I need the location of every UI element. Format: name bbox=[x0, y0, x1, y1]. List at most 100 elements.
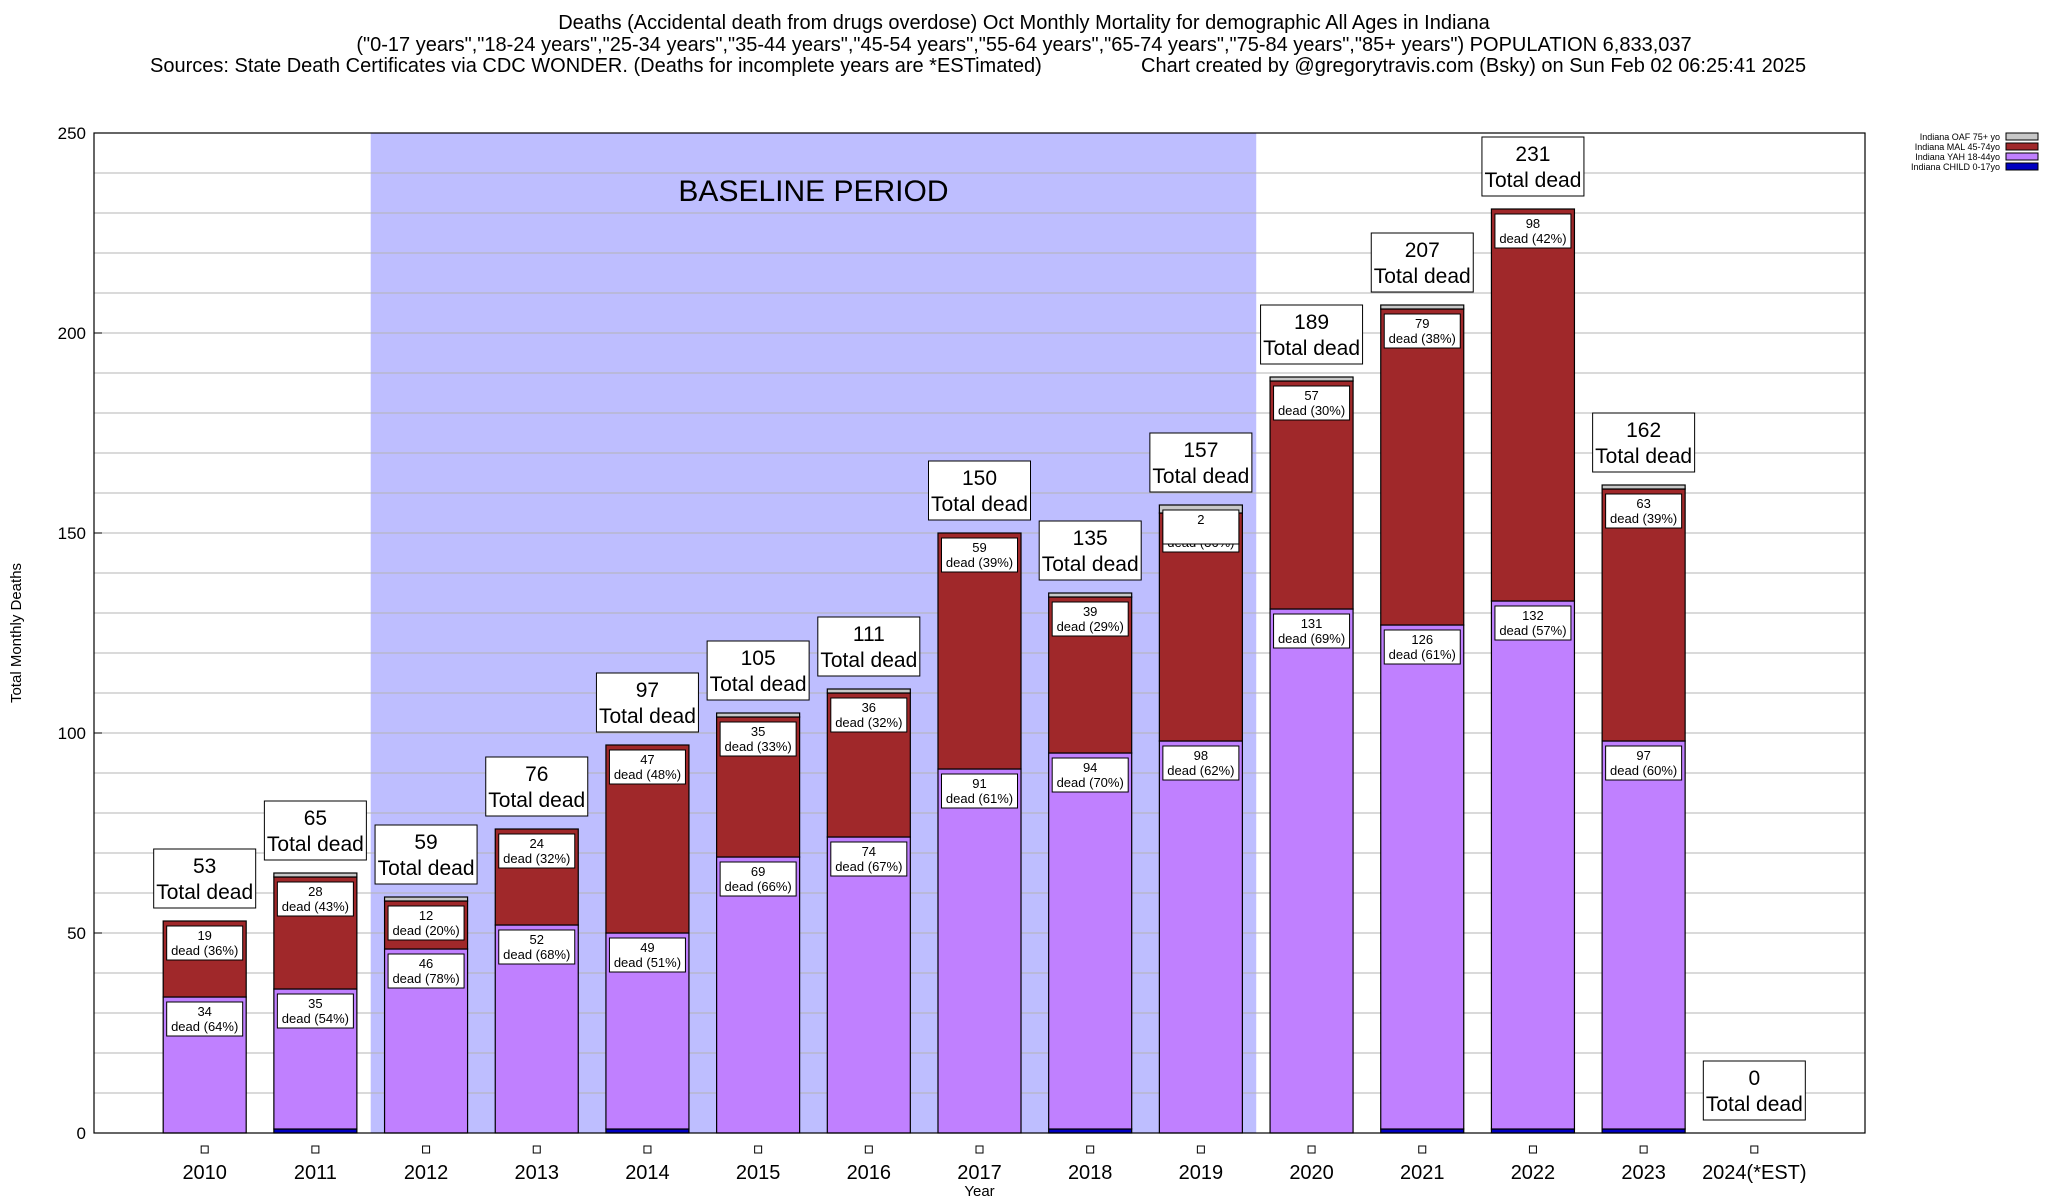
y-tick-label: 0 bbox=[77, 1124, 86, 1143]
segment-label-count: 57 bbox=[1304, 388, 1318, 403]
segment-label-box bbox=[1494, 605, 1572, 641]
total-label-value: 105 bbox=[741, 647, 776, 670]
x-marker bbox=[422, 1145, 431, 1154]
total-label-box bbox=[1481, 136, 1585, 197]
total-label-box bbox=[1149, 432, 1253, 493]
segment-label-box bbox=[1051, 601, 1129, 637]
segment-label-percent: dead (62%) bbox=[1167, 763, 1234, 778]
segment-label-count: 28 bbox=[308, 884, 322, 899]
segment-label-count: 19 bbox=[197, 928, 211, 943]
x-marker bbox=[975, 1145, 984, 1154]
segment-label-count: 36 bbox=[862, 700, 876, 715]
total-label-value: 97 bbox=[636, 679, 659, 702]
segment-label-count: 46 bbox=[419, 956, 433, 971]
segment-label-count: 126 bbox=[1411, 632, 1433, 647]
segment-label-box bbox=[1273, 385, 1351, 421]
total-label-value: 150 bbox=[962, 467, 997, 490]
legend-swatch bbox=[2005, 132, 2039, 141]
segment-label-count: 98 bbox=[1526, 216, 1540, 231]
total-label-text: Total dead bbox=[1706, 1093, 1803, 1116]
total-label-box bbox=[706, 640, 810, 701]
total-label-text: Total dead bbox=[1595, 445, 1692, 468]
x-axis-label: Year bbox=[964, 1183, 994, 1200]
segment-label-count: 35 bbox=[308, 996, 322, 1011]
segment-label-percent: dead (32%) bbox=[503, 851, 570, 866]
bar-segment bbox=[1601, 740, 1686, 1130]
total-label-value: 0 bbox=[1748, 1067, 1760, 1090]
bar-segment bbox=[383, 896, 469, 902]
segment-label-count: 98 bbox=[1194, 748, 1208, 763]
y-tick-label: 150 bbox=[58, 524, 86, 543]
segment-label-box bbox=[1273, 613, 1351, 649]
legend-swatch bbox=[2005, 162, 2039, 171]
segment-label-box bbox=[1605, 745, 1683, 781]
total-label-value: 53 bbox=[193, 855, 216, 878]
bar-segment bbox=[716, 856, 801, 1134]
segment-label-percent: dead (57%) bbox=[1499, 623, 1566, 638]
x-tick-label: 2015 bbox=[736, 1162, 781, 1184]
bar-segment bbox=[1158, 740, 1243, 1134]
segment-label-percent: dead (36%) bbox=[171, 943, 238, 958]
x-tick-label: 2024(*EST) bbox=[1702, 1162, 1807, 1184]
x-tick-label: 2017 bbox=[957, 1162, 1002, 1184]
chart-credit: Chart created by @gregorytravis.com (Bsk… bbox=[1141, 55, 1807, 77]
chart-sources: Sources: State Death Certificates via CD… bbox=[150, 55, 1042, 77]
segment-label-percent: dead (33%) bbox=[725, 739, 792, 754]
bar-segment bbox=[826, 688, 911, 694]
segment-label-count: 47 bbox=[640, 752, 654, 767]
x-tick-label: 2014 bbox=[625, 1162, 670, 1184]
segment-label-count: 132 bbox=[1522, 608, 1544, 623]
total-label-box bbox=[485, 756, 589, 817]
total-label-text: Total dead bbox=[1152, 465, 1249, 488]
bar-segment bbox=[1490, 600, 1576, 1130]
bar-segment bbox=[1048, 592, 1133, 598]
segment-label-count: 63 bbox=[1636, 496, 1650, 511]
x-tick-label: 2010 bbox=[182, 1162, 227, 1184]
segment-label-percent: dead (30%) bbox=[1278, 403, 1345, 418]
total-label-box bbox=[817, 616, 921, 677]
x-marker bbox=[864, 1145, 873, 1154]
y-tick-label: 100 bbox=[58, 724, 86, 743]
segment-label-box bbox=[166, 1001, 244, 1037]
bar-segment bbox=[273, 872, 358, 878]
total-label-box bbox=[595, 672, 699, 733]
segment-label-percent: dead (66%) bbox=[725, 879, 792, 894]
total-label-box bbox=[928, 460, 1031, 521]
x-marker bbox=[1528, 1145, 1537, 1154]
total-label-text: Total dead bbox=[378, 857, 475, 880]
segment-label-percent: dead (68%) bbox=[503, 947, 570, 962]
bar-segment bbox=[1490, 208, 1576, 602]
segment-label-count: 35 bbox=[751, 724, 765, 739]
total-label-box bbox=[1370, 232, 1474, 293]
segment-label-count: 79 bbox=[1415, 316, 1429, 331]
segment-label-percent: dead (70%) bbox=[1057, 775, 1124, 790]
x-marker bbox=[200, 1145, 209, 1154]
total-label-text: Total dead bbox=[156, 881, 253, 904]
total-label-text: Total dead bbox=[710, 673, 807, 696]
total-label-value: 59 bbox=[414, 831, 437, 854]
segment-label-percent: dead (20%) bbox=[392, 923, 459, 938]
y-tick-label: 50 bbox=[67, 924, 86, 943]
legend-label: Indiana YAH 18-44yo bbox=[1915, 152, 2000, 162]
segment-label-percent: dead (60%) bbox=[1610, 763, 1677, 778]
x-marker bbox=[643, 1145, 652, 1154]
total-label-text: Total dead bbox=[488, 789, 585, 812]
total-label-value: 189 bbox=[1294, 311, 1329, 334]
segment-label-box bbox=[608, 937, 686, 973]
segment-label-box bbox=[387, 953, 465, 989]
segment-label-box bbox=[719, 861, 797, 897]
x-tick-label: 2023 bbox=[1621, 1162, 1666, 1184]
x-tick-label: 2020 bbox=[1289, 1162, 1334, 1184]
total-label-box bbox=[1592, 412, 1696, 473]
segment-label-box bbox=[941, 537, 1018, 573]
segment-label-percent: dead (39%) bbox=[1610, 511, 1677, 526]
bar-segment bbox=[1380, 304, 1465, 310]
segment-label-box bbox=[166, 925, 244, 961]
total-label-text: Total dead bbox=[820, 649, 917, 672]
total-label-box bbox=[1260, 304, 1364, 365]
total-label-box bbox=[1702, 1060, 1806, 1121]
segment-label-box bbox=[1605, 493, 1683, 529]
total-label-text: Total dead bbox=[1374, 265, 1471, 288]
segment-label-percent: dead (78%) bbox=[392, 971, 459, 986]
segment-label-count: 34 bbox=[197, 1004, 211, 1019]
